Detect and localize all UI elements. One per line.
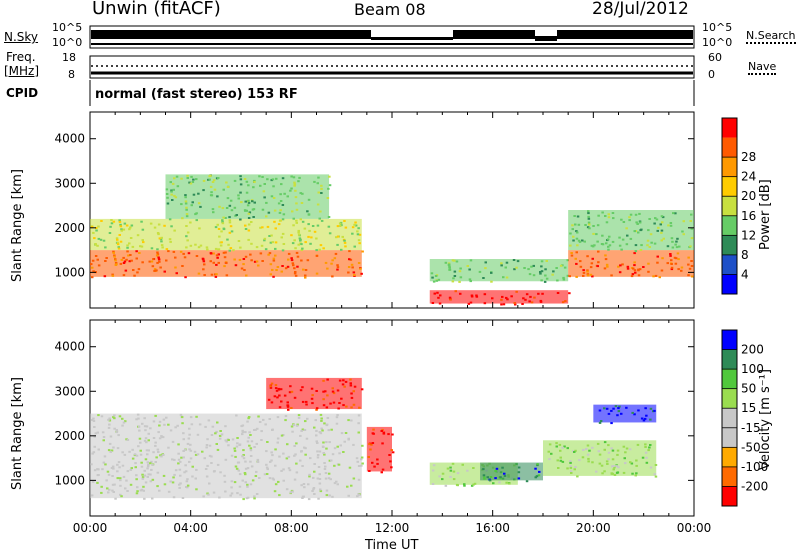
velocity-colorbar-label: Velocity [m s⁻¹] — [758, 369, 773, 470]
power-colorbar-tick-3: 16 — [741, 209, 756, 223]
power-colorbar-tick-6: 28 — [741, 150, 756, 164]
ytick-label-0-0: 1000 — [54, 265, 85, 279]
freq-unit: [MHz] — [4, 64, 40, 78]
power-colorbar-band-0 — [722, 274, 737, 294]
nsky-trace — [91, 30, 693, 45]
axes-layer: 1000 2000 3000 4000 00:00 04:00 08:00 12:00 16:0… — [54, 112, 711, 535]
cpid-label: CPID — [6, 86, 39, 100]
power-colorbar-tick-2: 12 — [741, 228, 756, 242]
ytick-label-1-2: 3000 — [54, 384, 85, 398]
power-colorbar-band-8 — [722, 118, 737, 138]
power-region-5 — [568, 250, 694, 279]
xlabel: Time UT — [365, 538, 419, 553]
date-title: 28/Jul/2012 — [592, 0, 689, 19]
power-colorbar-band-3 — [722, 215, 737, 236]
velocity-colorbar-tick-5: -50 — [741, 440, 761, 454]
power-data-cells — [90, 174, 694, 306]
velocity-ylabel: Slant Range [km] — [10, 377, 25, 490]
velocity-colorbar-band-7 — [722, 349, 737, 370]
power-colorbar-band-4 — [722, 196, 737, 216]
ytick-label-0-2: 3000 — [54, 176, 85, 190]
vel-region-2 — [366, 426, 395, 474]
velocity-colorbar-band-0 — [722, 486, 737, 506]
freq-label: Freq. — [6, 50, 36, 64]
power-colorbar-tick-0: 4 — [741, 267, 749, 281]
velocity-colorbar-tick-4: -15 — [741, 421, 761, 435]
power-region-1 — [90, 218, 362, 252]
freq-tick-top: 18 — [62, 51, 76, 64]
vel-region-5 — [593, 404, 657, 425]
velocity-data-cells — [90, 377, 658, 501]
power-colorbar-band-5 — [722, 176, 737, 197]
velocity-colorbar-band-5 — [722, 388, 737, 409]
nsky-tick-top: 10^5 — [52, 21, 83, 34]
ytick-label-1-3: 4000 — [54, 340, 85, 354]
velocity-colorbar-band-2 — [722, 447, 737, 467]
ytick-label-1-0: 1000 — [54, 473, 85, 487]
xtick-label-0: 00:00 — [73, 521, 108, 535]
power-colorbar-band-2 — [722, 235, 737, 255]
power-ylabel: Slant Range [km] — [10, 169, 25, 282]
velocity-colorbar-tick-1: 100 — [741, 362, 764, 376]
xtick-label-1: 04:00 — [173, 521, 208, 535]
power-region-4 — [429, 290, 571, 306]
velocity-colorbar-band-1 — [722, 466, 737, 487]
velocity-colorbar-band-8 — [722, 330, 737, 350]
power-colorbar-band-1 — [722, 254, 737, 275]
velocity-colorbar-band-4 — [722, 408, 737, 428]
power-colorbar-label: Power [dB] — [758, 179, 773, 250]
nsky-panel — [89, 25, 695, 49]
vel-region-4 — [480, 462, 543, 483]
beam-title: Beam 08 — [354, 0, 426, 19]
power-colorbar-tick-1: 8 — [741, 248, 749, 262]
power-region-3 — [429, 259, 570, 283]
power-colorbar-tick-4: 20 — [741, 189, 756, 203]
power-colorbar-band-7 — [722, 137, 737, 158]
velocity-colorbar-band-6 — [722, 369, 737, 389]
velocity-colorbar: 200 100 50 15 -15 -50 -100 -200 — [721, 329, 768, 507]
power-region-0 — [90, 250, 364, 279]
xtick-label-5: 20:00 — [576, 521, 611, 535]
vel-region-1 — [266, 377, 364, 411]
ytick-label-0-3: 4000 — [54, 132, 85, 146]
nsearch-label: N.Search — [746, 29, 796, 44]
power-region-2 — [165, 174, 332, 221]
power-region-6 — [568, 210, 694, 253]
freq-trace — [91, 65, 693, 75]
freq-panel — [89, 55, 695, 79]
power-colorbar-tick-5: 24 — [741, 170, 756, 184]
nave-tick-top: 60 — [708, 51, 722, 64]
nave-tick-bottom: 0 — [708, 68, 715, 81]
cpid-text: normal (fast stereo) 153 RF — [95, 87, 298, 102]
nsky-label: N.Sky — [4, 30, 39, 44]
nsearch-tick-top: 10^5 — [702, 21, 733, 34]
xtick-label-2: 08:00 — [274, 521, 309, 535]
ytick-label-0-1: 2000 — [54, 221, 85, 235]
xtick-label-4: 16:00 — [475, 521, 510, 535]
xtick-label-3: 12:00 — [375, 521, 410, 535]
power-colorbar-band-6 — [722, 157, 737, 177]
nave-label: Nave — [748, 60, 777, 75]
station-title: Unwin (fitACF) — [92, 0, 221, 19]
power-colorbar: 4 8 12 16 20 24 28 — [721, 117, 756, 295]
velocity-colorbar-tick-6: -100 — [741, 460, 768, 474]
xtick-label-6: 00:00 — [677, 521, 712, 535]
velocity-colorbar-band-3 — [722, 427, 737, 448]
freq-tick-bottom: 8 — [68, 68, 75, 81]
velocity-colorbar-tick-0: 200 — [741, 343, 764, 357]
ytick-label-1-1: 2000 — [54, 429, 85, 443]
vel-region-6 — [543, 440, 658, 478]
velocity-colorbar-tick-7: -200 — [741, 479, 768, 493]
nsearch-tick-bottom: 10^0 — [702, 36, 733, 49]
velocity-colorbar-tick-2: 50 — [741, 382, 756, 396]
nsky-tick-bottom: 10^0 — [52, 36, 83, 49]
velocity-colorbar-tick-3: 15 — [741, 401, 756, 415]
vel-region-0 — [90, 413, 364, 501]
